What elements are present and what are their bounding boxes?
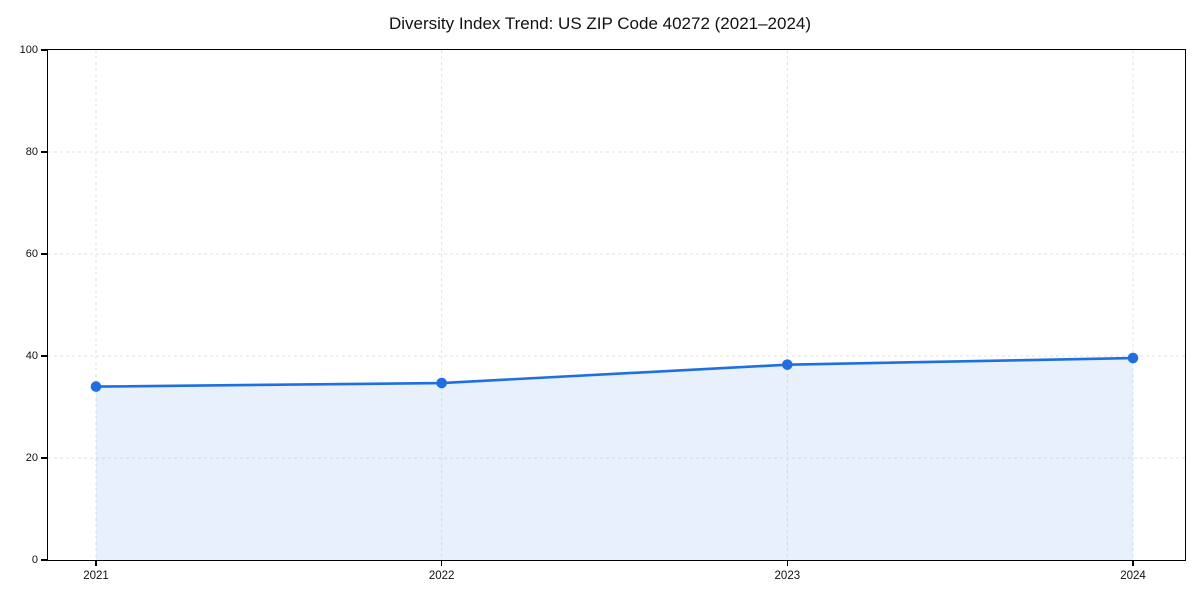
y-tick-mark <box>41 151 47 153</box>
y-tick-mark <box>41 253 47 255</box>
y-tick-label: 80 <box>25 146 38 158</box>
y-tick-mark <box>41 457 47 459</box>
x-tick-mark <box>1132 560 1134 566</box>
x-tick-mark <box>786 560 789 566</box>
y-tick-label: 20 <box>25 452 38 464</box>
y-tick-mark <box>41 559 47 561</box>
y-tick-label: 40 <box>25 350 38 362</box>
area-fill <box>96 358 1133 560</box>
x-tick-mark <box>440 560 443 566</box>
plot-area <box>48 50 1185 560</box>
y-tick-label: 60 <box>25 248 38 260</box>
y-tick-label: 100 <box>19 44 38 56</box>
line-chart-svg <box>48 50 1185 560</box>
data-point-marker <box>782 359 793 370</box>
x-tick-label: 2023 <box>774 570 801 582</box>
x-tick-label: 2024 <box>1120 570 1146 582</box>
y-tick-label: 0 <box>31 554 38 566</box>
data-point-marker <box>1127 352 1139 364</box>
x-tick-label: 2021 <box>83 570 109 582</box>
y-tick-mark <box>41 49 47 51</box>
x-tick-mark <box>95 560 97 566</box>
y-tick-mark <box>41 355 47 357</box>
data-point-marker <box>90 381 102 392</box>
chart-title: Diversity Index Trend: US ZIP Code 40272… <box>388 14 812 33</box>
x-tick-label: 2022 <box>428 570 455 582</box>
data-point-marker <box>436 377 447 389</box>
trend-line <box>94 356 1135 388</box>
